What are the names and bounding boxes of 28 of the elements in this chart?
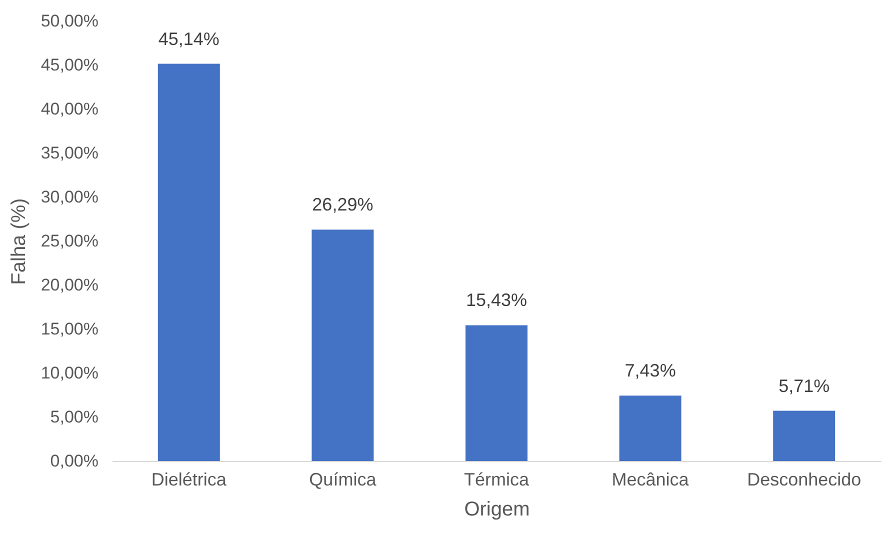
bar xyxy=(619,396,682,461)
data-label: 15,43% xyxy=(466,290,528,310)
y-tick-label: 50,00% xyxy=(40,12,98,30)
y-tick-label: 15,00% xyxy=(40,320,98,338)
bar xyxy=(312,230,374,461)
y-tick-label: 25,00% xyxy=(40,232,98,250)
y-tick-label: 40,00% xyxy=(40,100,98,118)
y-tick-label: 10,00% xyxy=(40,364,98,382)
x-axis-title: Origem xyxy=(464,498,530,520)
data-label: 26,29% xyxy=(312,194,374,215)
y-tick-label: 5,00% xyxy=(50,408,98,426)
y-tick-label: 35,00% xyxy=(40,144,98,162)
bar xyxy=(773,410,836,461)
bar xyxy=(466,325,528,461)
y-tick-label: 45,00% xyxy=(40,56,98,74)
x-tick-label: Química xyxy=(309,470,378,490)
y-tick-label: 30,00% xyxy=(40,188,98,206)
x-tick-label: Mecânica xyxy=(612,470,690,490)
x-tick-label: Desconhecido xyxy=(747,470,862,490)
x-tick-label: Dielétrica xyxy=(151,470,228,490)
y-axis-title: Falha (%) xyxy=(8,198,30,285)
data-label: 45,14% xyxy=(158,28,220,49)
data-label: 5,71% xyxy=(778,376,830,396)
y-tick-label: 0,00% xyxy=(50,452,98,470)
data-label: 7,43% xyxy=(624,360,676,381)
y-tick-label: 20,00% xyxy=(40,276,98,294)
bar xyxy=(158,64,220,461)
x-tick-label: Térmica xyxy=(464,470,530,490)
